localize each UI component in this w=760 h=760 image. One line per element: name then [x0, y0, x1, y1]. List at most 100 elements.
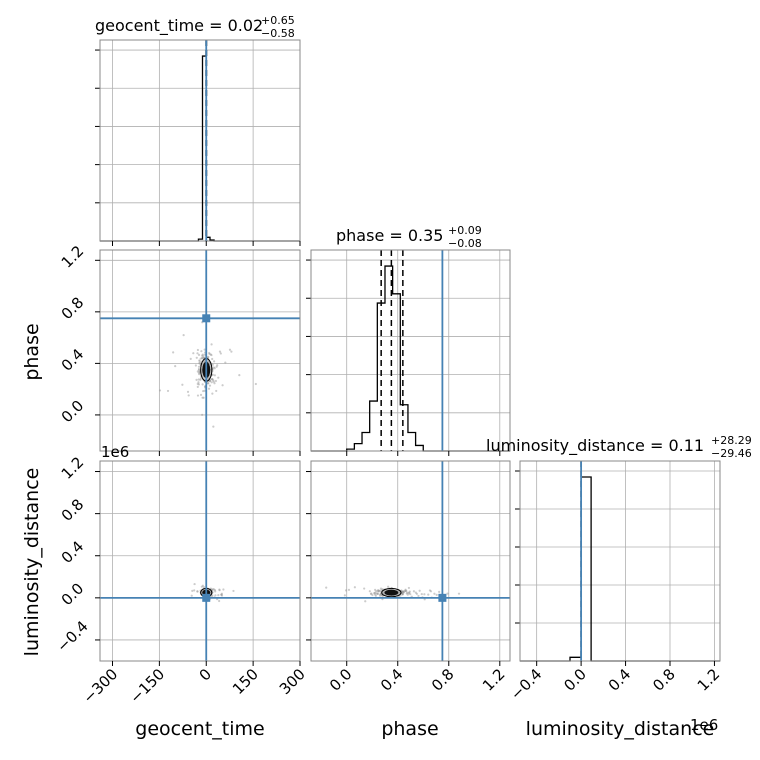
- phase-vs-geocent_time-point: [158, 389, 162, 392]
- title-geocent_time: geocent_time = 0.02: [95, 16, 263, 36]
- luminosity_distance-vs-geocent_time-xticklabel-4: 300: [276, 665, 309, 698]
- phase-vs-geocent_time-point: [195, 356, 198, 359]
- luminosity_distance-vs-geocent_time-point: [232, 589, 235, 593]
- luminosity_distance-marginal-hist: [520, 476, 720, 662]
- title-phase-sup: +0.09: [448, 224, 482, 237]
- phase-vs-geocent_time-point: [198, 359, 201, 362]
- luminosity_distance-vs-geocent_time-point: [217, 594, 220, 597]
- luminosity_distance-vs-phase-point: [344, 589, 348, 592]
- luminosity_distance-vs-phase-xticklabel-0: 0.0: [326, 665, 356, 695]
- phase-vs-geocent_time-point: [213, 367, 216, 370]
- luminosity_distance-vs-phase-point: [364, 600, 367, 603]
- luminosity_distance-vs-phase-point: [387, 585, 390, 588]
- phase-vs-geocent_time-point: [207, 382, 210, 385]
- phase-vs-geocent_time-point: [200, 350, 203, 353]
- phase-vs-geocent_time-point: [197, 353, 201, 356]
- y-axis-label-luminosity_distance: luminosity_distance: [21, 468, 43, 657]
- luminosity_distance-vs-phase-point: [353, 586, 356, 589]
- phase-vs-geocent_time-point: [197, 383, 201, 386]
- luminosity_distance-vs-phase-point: [347, 588, 351, 591]
- x-axis-label-luminosity_distance: luminosity_distance: [526, 718, 715, 740]
- x-axis-label-geocent_time: geocent_time: [135, 718, 264, 740]
- luminosity_distance-vs-phase-density-core: [384, 589, 399, 596]
- luminosity_distance-vs-geocent_time-point: [214, 590, 217, 593]
- phase-vs-geocent_time-point: [182, 333, 185, 337]
- phase-vs-geocent_time-point: [212, 425, 215, 428]
- luminosity_distance-vs-phase-point: [343, 594, 346, 597]
- luminosity_distance-vs-geocent_time-yticklabel-2: 0.4: [58, 537, 88, 567]
- luminosity_distance-vs-geocent_time-point: [191, 589, 194, 592]
- phase-vs-geocent_time-yticklabel-3: 1.2: [58, 242, 88, 272]
- phase-vs-geocent_time-point: [210, 343, 213, 346]
- luminosity_distance-vs-geocent_time-point: [193, 582, 196, 586]
- phase-vs-geocent_time-point: [187, 394, 190, 397]
- title-luminosity_distance-sub: −29.46: [711, 447, 752, 460]
- phase-vs-geocent_time-point: [196, 394, 200, 397]
- phase-vs-geocent_time-point: [186, 390, 190, 393]
- luminosity_distance-vs-phase-xticklabel-1: 0.4: [377, 665, 407, 695]
- phase-vs-geocent_time-point: [214, 379, 218, 383]
- luminosity_distance-vs-phase-point: [423, 593, 426, 596]
- phase-vs-geocent_time-point: [217, 376, 220, 379]
- luminosity_distance-vs-phase-point: [374, 591, 377, 594]
- phase-vs-geocent_time-yticklabel-2: 0.8: [58, 294, 88, 324]
- phase-vs-geocent_time-point: [211, 357, 214, 361]
- phase-vs-geocent_time-point: [196, 385, 199, 388]
- phase-vs-geocent_time-point: [230, 350, 233, 353]
- luminosity_distance-vs-geocent_time-yticklabel-3: 0.8: [58, 495, 88, 525]
- luminosity_distance-vs-phase-point: [407, 586, 411, 590]
- luminosity_distance-vs-phase-point: [457, 592, 461, 595]
- phase-vs-geocent_time-point: [195, 378, 198, 382]
- phase-vs-geocent_time-point: [221, 384, 224, 387]
- luminosity_distance-vs-phase-point: [435, 593, 438, 597]
- luminosity_distance-vs-geocent_time-yticklabel-4: 1.2: [58, 453, 88, 483]
- luminosity_distance-vs-geocent_time-point: [196, 590, 199, 593]
- luminosity_distance-vs-geocent_time-truth-marker: [202, 593, 211, 602]
- luminosity_distance-vs-phase-point: [417, 594, 420, 598]
- phase-vs-geocent_time-point: [197, 365, 201, 368]
- phase-vs-geocent_time-point: [201, 396, 204, 399]
- geocent_time-marginal-frame: [99, 39, 301, 242]
- title-geocent_time-sup: +0.65: [261, 14, 295, 27]
- luminosity_distance-vs-phase-xticklabel-2: 0.8: [428, 665, 458, 695]
- luminosity_distance-vs-geocent_time-point: [214, 594, 217, 597]
- phase-vs-geocent_time-point: [199, 393, 203, 396]
- luminosity_distance-vs-geocent_time-frame: [99, 460, 301, 662]
- phase-vs-geocent_time-point: [197, 378, 200, 381]
- x-axis-label-phase: phase: [381, 718, 438, 740]
- y-axis-label-phase: phase: [21, 323, 43, 380]
- phase-vs-geocent_time-point: [203, 389, 206, 392]
- offset-label-y: 1e6: [101, 443, 129, 461]
- phase-vs-geocent_time-point: [194, 364, 197, 367]
- phase-vs-geocent_time-point: [197, 368, 201, 371]
- phase-vs-geocent_time-point: [210, 381, 213, 384]
- phase-marginal-frame: [310, 249, 511, 452]
- luminosity_distance-vs-phase-point: [438, 590, 441, 593]
- luminosity_distance-vs-geocent_time-point: [211, 588, 214, 591]
- phase-vs-geocent_time-point: [181, 383, 184, 386]
- phase-vs-geocent_time-point: [202, 355, 205, 358]
- phase-vs-geocent_time-point: [192, 352, 195, 355]
- phase-vs-geocent_time-point: [213, 360, 216, 363]
- luminosity_distance-vs-phase-frame: [310, 460, 511, 662]
- luminosity_distance-vs-phase-point: [371, 593, 374, 597]
- phase-marginal-hist: [311, 265, 510, 452]
- luminosity_distance-vs-phase-point: [363, 587, 366, 590]
- luminosity_distance-vs-geocent_time-point: [190, 594, 193, 597]
- luminosity_distance-vs-phase-point: [368, 590, 371, 593]
- phase-vs-geocent_time-point: [166, 389, 170, 393]
- phase-vs-geocent_time-point: [199, 361, 202, 365]
- luminosity_distance-vs-geocent_time-point: [218, 599, 221, 603]
- luminosity_distance-vs-phase-point: [446, 592, 449, 595]
- phase-vs-geocent_time-point: [224, 361, 227, 364]
- phase-vs-geocent_time-truth-marker: [202, 314, 211, 323]
- luminosity_distance-marginal-xticklabel-3: 0.8: [649, 665, 679, 695]
- title-geocent_time-sub: −0.58: [261, 27, 295, 40]
- phase-vs-geocent_time-point: [219, 352, 222, 355]
- luminosity_distance-vs-geocent_time-point: [211, 594, 214, 597]
- luminosity_distance-vs-phase-truth-marker: [438, 593, 447, 602]
- luminosity_distance-vs-phase-contour: [381, 587, 402, 598]
- phase-vs-geocent_time-point: [215, 389, 218, 393]
- phase-vs-geocent_time-point: [201, 413, 204, 416]
